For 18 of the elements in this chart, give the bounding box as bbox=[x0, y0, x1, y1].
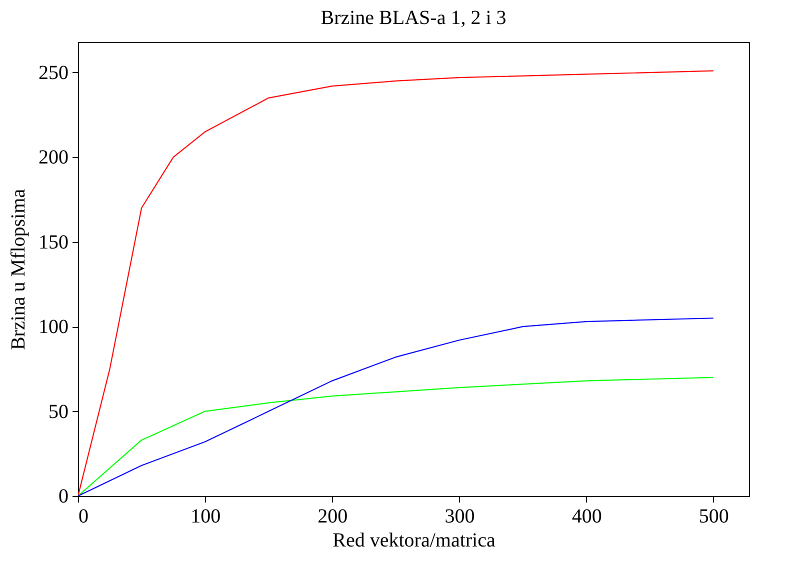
y-tick-label: 250 bbox=[38, 62, 68, 84]
y-tick-label: 150 bbox=[38, 231, 68, 254]
y-axis-title: Brzina u Mflopsima bbox=[8, 188, 30, 350]
chart-title: Brzine BLAS-a 1, 2 i 3 bbox=[320, 7, 506, 29]
x-tick-label: 200 bbox=[318, 506, 348, 528]
line-series bbox=[78, 318, 714, 496]
y-tick-label: 200 bbox=[38, 146, 68, 169]
line-series bbox=[78, 70, 714, 496]
x-axis-title: Red vektora/matrica bbox=[332, 530, 496, 552]
x-tick-label: 100 bbox=[190, 506, 221, 528]
x-tick-label: 500 bbox=[698, 506, 729, 528]
x-tick-label: 400 bbox=[572, 506, 602, 528]
line-series bbox=[78, 376, 714, 496]
y-tick-label: 50 bbox=[48, 400, 68, 423]
y-tick-label: 100 bbox=[38, 316, 68, 338]
x-tick-label: 300 bbox=[444, 506, 475, 528]
x-tick-label: 0 bbox=[78, 506, 88, 528]
y-tick-label: 0 bbox=[58, 486, 68, 508]
